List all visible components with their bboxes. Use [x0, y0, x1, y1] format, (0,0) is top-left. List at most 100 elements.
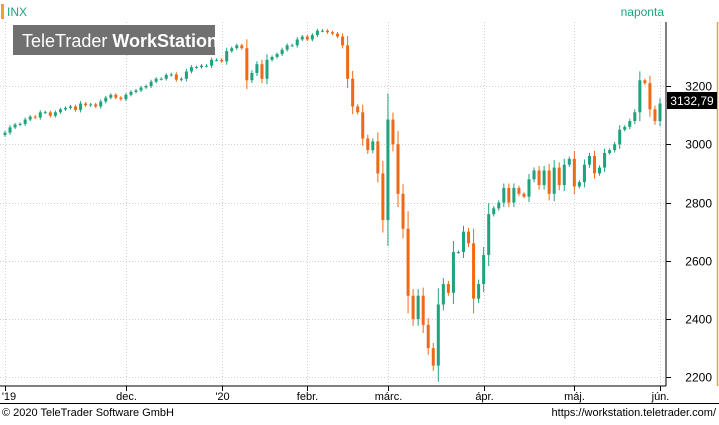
candle — [114, 93, 118, 100]
candle-body — [371, 141, 375, 151]
candle-body — [169, 74, 173, 76]
candle — [154, 77, 158, 84]
candle-body — [613, 144, 617, 151]
candle-body — [48, 112, 52, 116]
candle — [84, 101, 88, 107]
candle — [456, 250, 460, 254]
candle-body — [552, 167, 556, 194]
candle — [290, 43, 294, 47]
candle-body — [124, 94, 128, 100]
candle-body — [89, 104, 93, 106]
candle-body — [43, 112, 47, 114]
candle — [230, 46, 234, 53]
candle — [68, 104, 73, 110]
candle — [451, 240, 455, 304]
candle-body — [129, 91, 133, 95]
candle-body — [507, 187, 511, 203]
candle — [99, 99, 103, 109]
candle — [477, 279, 481, 304]
website-link[interactable]: https://workstation.teletrader.com/ — [551, 407, 716, 419]
candle — [441, 278, 445, 311]
candle — [537, 165, 541, 190]
candle-body — [426, 324, 430, 349]
candle — [547, 163, 551, 201]
candle-body — [63, 107, 67, 110]
candle-body — [512, 187, 516, 203]
candle — [628, 118, 632, 130]
candle — [391, 112, 395, 152]
candle — [532, 167, 536, 183]
candle — [618, 125, 622, 149]
candle — [356, 104, 360, 115]
candle-body — [245, 48, 249, 81]
y-tick-label: 2600 — [685, 255, 712, 269]
candle-body — [431, 348, 435, 366]
candle-body — [84, 103, 88, 106]
candle — [492, 206, 496, 217]
candle-body — [446, 284, 450, 293]
candle — [653, 105, 657, 125]
candle — [295, 37, 299, 48]
candle — [658, 98, 662, 127]
candle-body — [472, 243, 476, 299]
candle — [134, 88, 138, 94]
candle — [416, 289, 420, 326]
candle-body — [436, 304, 440, 366]
candle-body — [23, 119, 27, 124]
candle — [633, 109, 637, 125]
candle — [149, 79, 153, 89]
candle-body — [265, 59, 269, 79]
candle — [346, 36, 350, 89]
candle — [582, 159, 586, 188]
symbol-marker — [1, 4, 4, 19]
candle-body — [406, 228, 410, 296]
candle — [572, 151, 576, 195]
candle — [542, 165, 546, 190]
candle-body — [517, 187, 521, 194]
candle — [411, 289, 415, 326]
candle — [315, 28, 319, 38]
candle-body — [310, 35, 314, 40]
candle — [235, 43, 239, 50]
candle — [341, 33, 345, 49]
candle — [119, 96, 123, 101]
candlestick-series — [3, 28, 662, 382]
candle-body — [114, 94, 118, 98]
candle-body — [210, 59, 214, 66]
candle — [567, 156, 571, 168]
x-tick-label: jún. — [651, 391, 670, 403]
candle — [366, 134, 370, 154]
candle-body — [18, 123, 22, 125]
candle — [240, 43, 244, 50]
y-tick-label: 2200 — [685, 371, 712, 385]
candle-body — [482, 254, 486, 285]
candle-body — [275, 54, 279, 57]
candle — [220, 58, 224, 63]
x-tick-label: ápr. — [475, 391, 493, 403]
candle-body — [542, 170, 546, 186]
candle-body — [300, 36, 304, 40]
last-value-badge: 3132,79 — [667, 92, 717, 109]
candle-body — [643, 80, 647, 84]
candle — [33, 115, 37, 120]
candle-body — [356, 106, 360, 113]
x-tick-label: máj. — [564, 391, 585, 403]
y-axis: 2200 2400 2600 2800 3000 3200 — [665, 22, 712, 386]
candle-body — [603, 153, 607, 168]
candle — [89, 102, 93, 107]
candle-body — [235, 45, 239, 49]
candle-body — [361, 112, 365, 139]
candle — [557, 162, 561, 191]
candle — [648, 75, 652, 117]
candle — [522, 192, 526, 199]
candle — [13, 122, 17, 130]
candle — [517, 185, 521, 197]
candle — [194, 65, 198, 69]
candle — [446, 281, 450, 296]
candle-body — [592, 155, 597, 174]
candle — [562, 158, 566, 192]
candle-body — [653, 109, 657, 122]
candle-body — [527, 179, 531, 197]
candle-body — [467, 231, 471, 244]
candle-body — [638, 80, 642, 113]
